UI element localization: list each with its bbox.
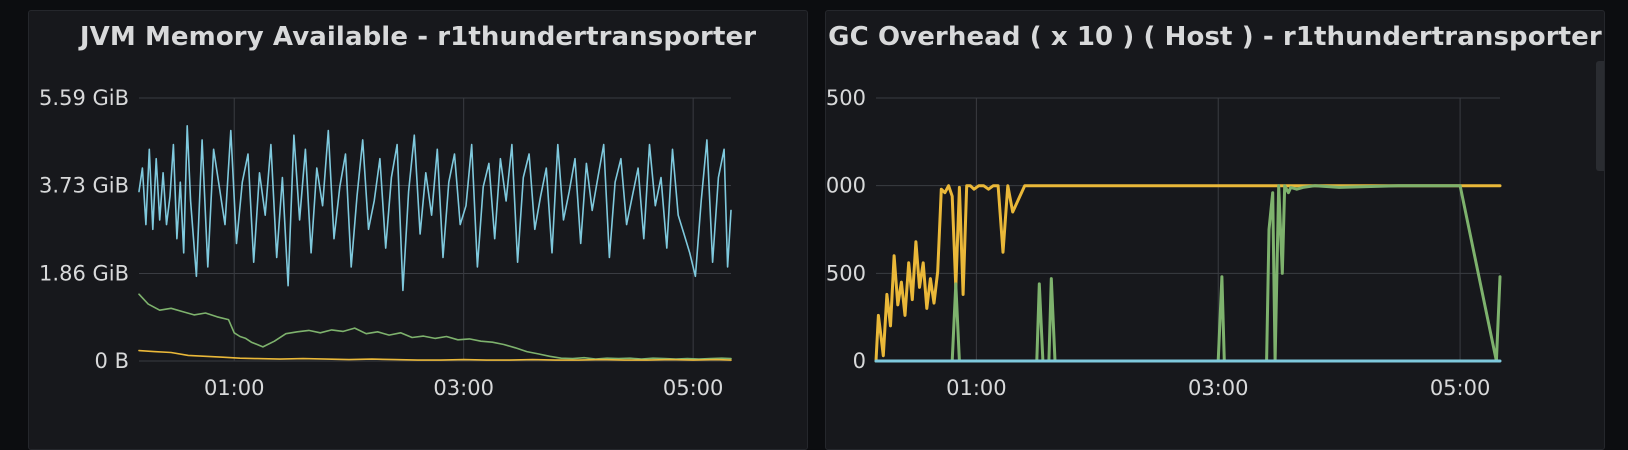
panel-title[interactable]: GC Overhead ( x 10 ) ( Host ) - r1thunde… xyxy=(828,22,1602,52)
x-tick-label: 01:00 xyxy=(204,376,265,400)
y-tick-label: 5.59 GiB xyxy=(39,86,129,110)
y-tick-label: 3.73 GiB xyxy=(39,174,129,198)
next-panel-edge xyxy=(1596,61,1604,171)
gc-overhead-panel: GC Overhead ( x 10 ) ( Host ) - r1thunde… xyxy=(825,10,1605,450)
y-tick-label: 0 B xyxy=(95,349,129,373)
y-tick-label: 1000 xyxy=(826,174,866,198)
y-tick-label: 1.86 GiB xyxy=(39,261,129,285)
y-tick-label: 0 xyxy=(853,349,866,373)
jvm-memory-panel: JVM Memory Available - r1thundertranspor… xyxy=(28,10,808,450)
gc-overhead-chart: 0 500 1000 1500 01:00 03:00 05:00 xyxy=(826,86,1502,400)
panel-title[interactable]: JVM Memory Available - r1thundertranspor… xyxy=(79,22,757,52)
series-line-0 xyxy=(138,125,732,292)
x-tick-label: 01:00 xyxy=(946,376,1007,400)
x-tick-label: 03:00 xyxy=(1188,376,1249,400)
y-tick-label: 1500 xyxy=(826,86,866,110)
jvm-memory-chart: 0 B 1.86 GiB 3.73 GiB 5.59 GiB 01:00 03:00 05:… xyxy=(39,86,732,400)
y-tick-label: 500 xyxy=(826,261,866,285)
series-line-1 xyxy=(138,293,732,360)
x-tick-label: 05:00 xyxy=(1430,376,1491,400)
series-line-2 xyxy=(138,349,732,361)
x-tick-label: 05:00 xyxy=(663,376,724,400)
x-tick-label: 03:00 xyxy=(433,376,494,400)
